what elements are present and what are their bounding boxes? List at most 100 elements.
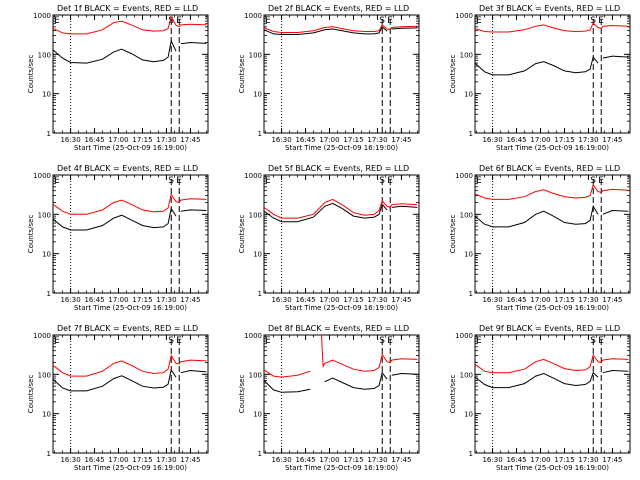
x-tick-label: 17:00: [108, 456, 128, 464]
y-tick-label: 1: [469, 290, 473, 298]
series-line-events: [263, 25, 418, 35]
marker-label: E: [476, 16, 482, 26]
marker-label: E: [54, 16, 60, 26]
marker-label: S: [168, 176, 174, 186]
x-tick-label: 16:45: [506, 296, 526, 304]
x-tick-label: 17:15: [554, 296, 574, 304]
series-line-lld: [263, 334, 418, 378]
y-axis-label: Counts/sec: [449, 375, 457, 414]
y-tick-label: 1000: [455, 12, 473, 20]
x-tick-label: 17:30: [156, 136, 176, 144]
marker-label: E: [54, 336, 60, 346]
x-tick-label: 17:30: [156, 456, 176, 464]
x-tick-label: 17:00: [319, 456, 339, 464]
plot-frame: [263, 334, 420, 454]
y-tick-label: 1: [47, 450, 51, 458]
y-tick-label: 1000: [33, 172, 51, 180]
x-tick-label: 17:15: [343, 296, 363, 304]
x-tick-label: 16:45: [295, 296, 315, 304]
y-tick-label: 1: [47, 290, 51, 298]
panel-det-7: Det 7f BLACK = Events, RED = LLD 1 10 100 10…: [27, 324, 209, 472]
x-tick-label: 17:30: [156, 296, 176, 304]
y-tick-label: 10: [464, 411, 473, 419]
x-tick-label: 17:45: [602, 456, 622, 464]
panel-title: Det 2f BLACK = Events, RED = LLD: [268, 4, 409, 13]
y-tick-label: 10: [464, 251, 473, 259]
x-axis-label: Start Time (25-Oct-09 16:19:00): [496, 144, 609, 152]
x-tick-label: 16:45: [506, 136, 526, 144]
marker-label: S: [379, 176, 385, 186]
y-tick-label: 1000: [244, 332, 262, 340]
y-tick-label: 1: [47, 130, 51, 138]
y-tick-label: 100: [460, 211, 473, 219]
x-axis-label: Start Time (25-Oct-09 16:19:00): [285, 144, 398, 152]
y-axis-label: Counts/sec: [449, 215, 457, 254]
y-tick-label: 100: [460, 371, 473, 379]
y-tick-label: 1000: [455, 172, 473, 180]
plot-frame: [263, 174, 420, 294]
x-tick-label: 17:15: [343, 136, 363, 144]
x-tick-label: 17:15: [554, 456, 574, 464]
panel-det-8: Det 8f BLACK = Events, RED = LLD 1 10 100 10…: [238, 324, 420, 472]
series-line-lld: [263, 198, 418, 219]
x-tick-label: 17:30: [578, 296, 598, 304]
x-tick-label: 17:45: [180, 136, 200, 144]
y-tick-label: 100: [460, 51, 473, 59]
plot-frame: [474, 334, 631, 454]
x-tick-label: 17:15: [132, 296, 152, 304]
x-tick-label: 17:45: [180, 296, 200, 304]
x-axis-label: Start Time (25-Oct-09 16:19:00): [74, 304, 187, 312]
series-line-events: [474, 204, 629, 228]
panel-det-5: Det 5f BLACK = Events, RED = LLD 1 10 100 10…: [238, 164, 420, 312]
panel-title: Det 6f BLACK = Events, RED = LLD: [479, 164, 620, 173]
series-line-events: [263, 371, 418, 393]
x-tick-label: 16:30: [482, 296, 502, 304]
marker-label: S: [379, 16, 385, 26]
y-tick-label: 1: [469, 450, 473, 458]
marker-label: E: [598, 176, 604, 186]
marker-label: E: [476, 176, 482, 186]
x-tick-label: 16:45: [84, 296, 104, 304]
y-tick-label: 10: [464, 91, 473, 99]
x-tick-label: 17:00: [530, 456, 550, 464]
marker-label: E: [176, 176, 182, 186]
x-tick-label: 16:30: [482, 456, 502, 464]
panel-title: Det 1f BLACK = Events, RED = LLD: [57, 4, 198, 13]
x-tick-label: 17:15: [132, 136, 152, 144]
series-line-events: [52, 39, 207, 64]
x-axis-label: Start Time (25-Oct-09 16:19:00): [285, 464, 398, 472]
marker-label: E: [176, 16, 182, 26]
series-line-events: [263, 202, 418, 223]
y-tick-label: 1: [258, 130, 262, 138]
marker-label: E: [387, 336, 393, 346]
marker-label: S: [590, 336, 596, 346]
y-axis-label: Counts/sec: [27, 215, 35, 254]
x-tick-label: 16:30: [60, 296, 80, 304]
x-tick-label: 16:45: [506, 456, 526, 464]
plot-frame: [263, 14, 420, 134]
y-axis-label: Counts/sec: [27, 375, 35, 414]
y-tick-label: 10: [42, 251, 51, 259]
y-tick-label: 100: [38, 371, 51, 379]
series-line-events: [52, 368, 207, 392]
x-tick-label: 16:30: [271, 136, 291, 144]
x-tick-label: 17:15: [132, 456, 152, 464]
marker-label: E: [265, 16, 271, 26]
x-axis-label: Start Time (25-Oct-09 16:19:00): [496, 464, 609, 472]
panel-title: Det 9f BLACK = Events, RED = LLD: [479, 324, 620, 333]
y-tick-label: 1000: [33, 12, 51, 20]
x-tick-label: 16:45: [295, 136, 315, 144]
series-line-lld: [52, 193, 207, 215]
x-tick-label: 17:45: [391, 296, 411, 304]
marker-label: E: [598, 336, 604, 346]
x-tick-label: 17:45: [180, 456, 200, 464]
series-line-lld: [474, 22, 629, 33]
x-tick-label: 16:45: [84, 456, 104, 464]
marker-label: S: [168, 16, 174, 26]
plot-frame: [52, 174, 209, 294]
y-tick-label: 1: [469, 130, 473, 138]
x-tick-label: 17:00: [530, 296, 550, 304]
panel-title: Det 5f BLACK = Events, RED = LLD: [268, 164, 409, 173]
series-line-events: [474, 369, 629, 389]
